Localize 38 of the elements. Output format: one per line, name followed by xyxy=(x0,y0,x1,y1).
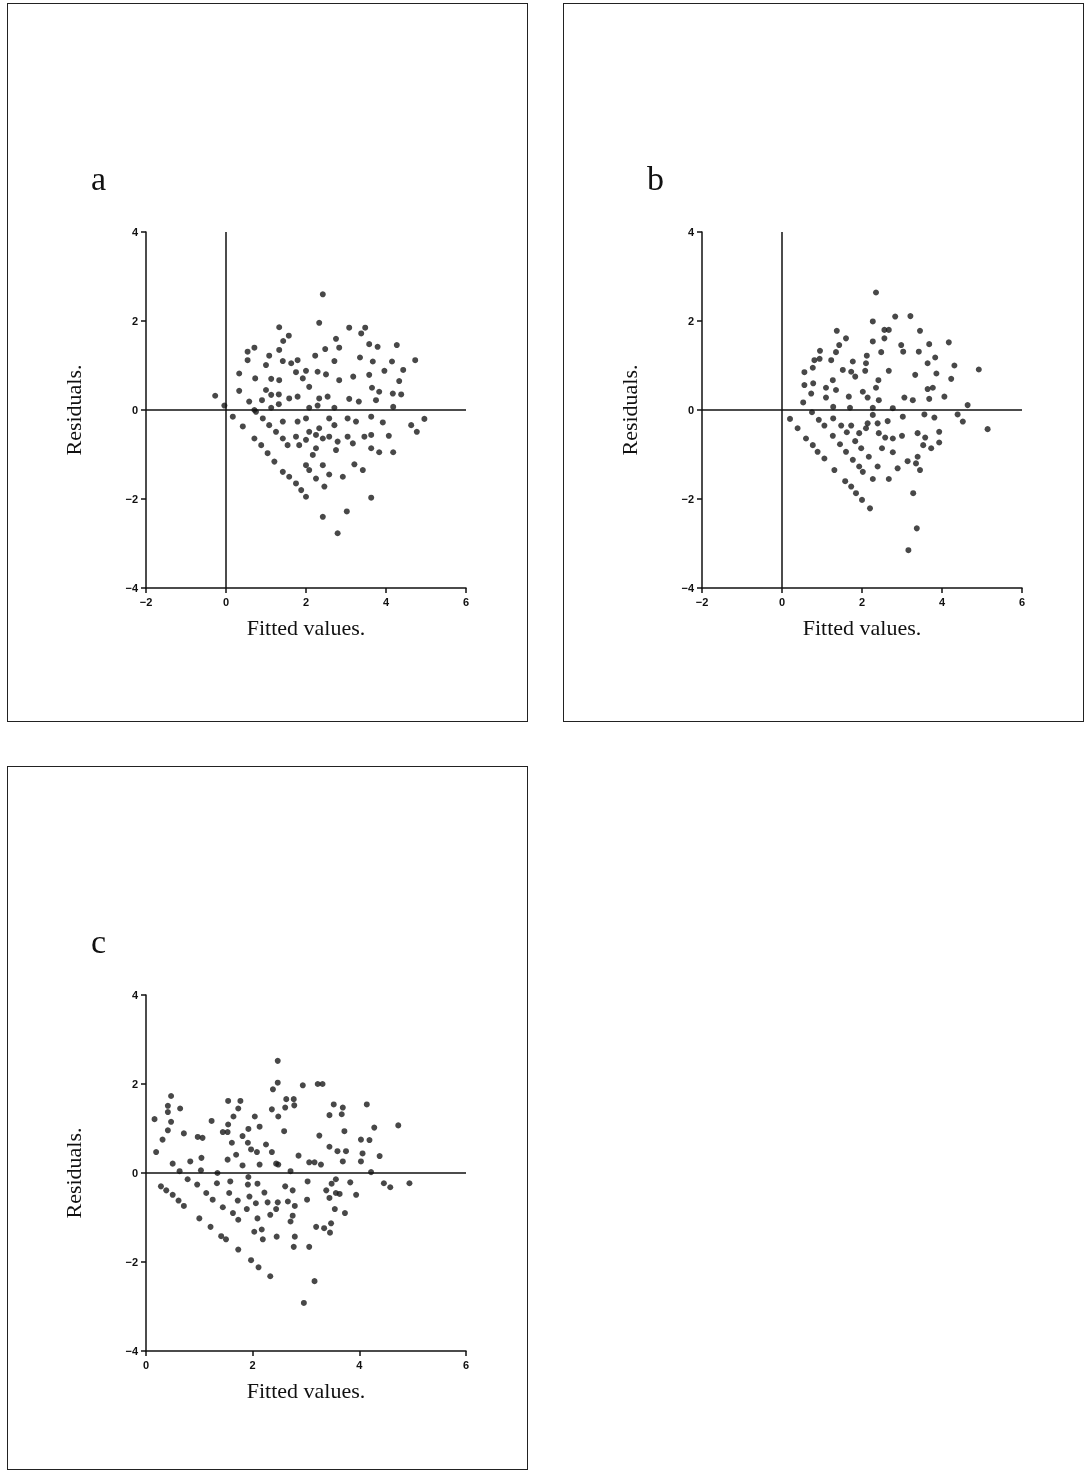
chart-title: b xyxy=(647,159,664,197)
y-tick-label: 0 xyxy=(687,404,694,416)
y-axis-title: Residuals. xyxy=(616,364,642,456)
x-tick-label: 6 xyxy=(462,1358,470,1371)
chart-title: a xyxy=(91,159,107,197)
y-tick-label: 2 xyxy=(687,315,694,327)
y-tick-label: −4 xyxy=(681,582,695,594)
x-axis-title: Fitted values. xyxy=(802,614,922,640)
x-tick-label: 2 xyxy=(302,595,310,608)
y-tick-label: −4 xyxy=(125,582,139,594)
x-tick-label: 0 xyxy=(222,595,230,608)
y-tick-label: −2 xyxy=(125,1256,138,1268)
y-tick-label: 4 xyxy=(131,989,139,1001)
x-tick-label: 4 xyxy=(938,595,946,608)
y-tick-label: 0 xyxy=(131,1167,138,1179)
y-tick-label: −4 xyxy=(125,1345,139,1357)
x-tick-label: 4 xyxy=(356,1358,364,1371)
y-axis-title: Residuals. xyxy=(60,364,86,456)
x-tick-label: −2 xyxy=(695,595,709,608)
y-axis-title: Residuals. xyxy=(60,1127,86,1219)
x-tick-label: 0 xyxy=(142,1358,150,1371)
y-tick-label: 4 xyxy=(131,226,139,238)
y-tick-label: −2 xyxy=(125,493,138,505)
x-tick-label: 6 xyxy=(462,595,470,608)
x-tick-label: −2 xyxy=(139,595,153,608)
y-tick-label: 0 xyxy=(131,404,138,416)
chart-title: c xyxy=(91,922,107,960)
y-tick-label: 2 xyxy=(131,1078,138,1090)
y-tick-label: 2 xyxy=(131,315,138,327)
x-axis-title: Fitted values. xyxy=(246,614,366,640)
y-tick-label: 4 xyxy=(687,226,695,238)
x-tick-label: 2 xyxy=(858,595,866,608)
x-tick-label: 0 xyxy=(778,595,786,608)
x-tick-label: 6 xyxy=(1018,595,1026,608)
x-tick-label: 2 xyxy=(249,1358,256,1371)
x-tick-label: 4 xyxy=(382,595,390,608)
x-axis-title: Fitted values. xyxy=(246,1377,366,1403)
y-tick-label: −2 xyxy=(681,493,694,505)
